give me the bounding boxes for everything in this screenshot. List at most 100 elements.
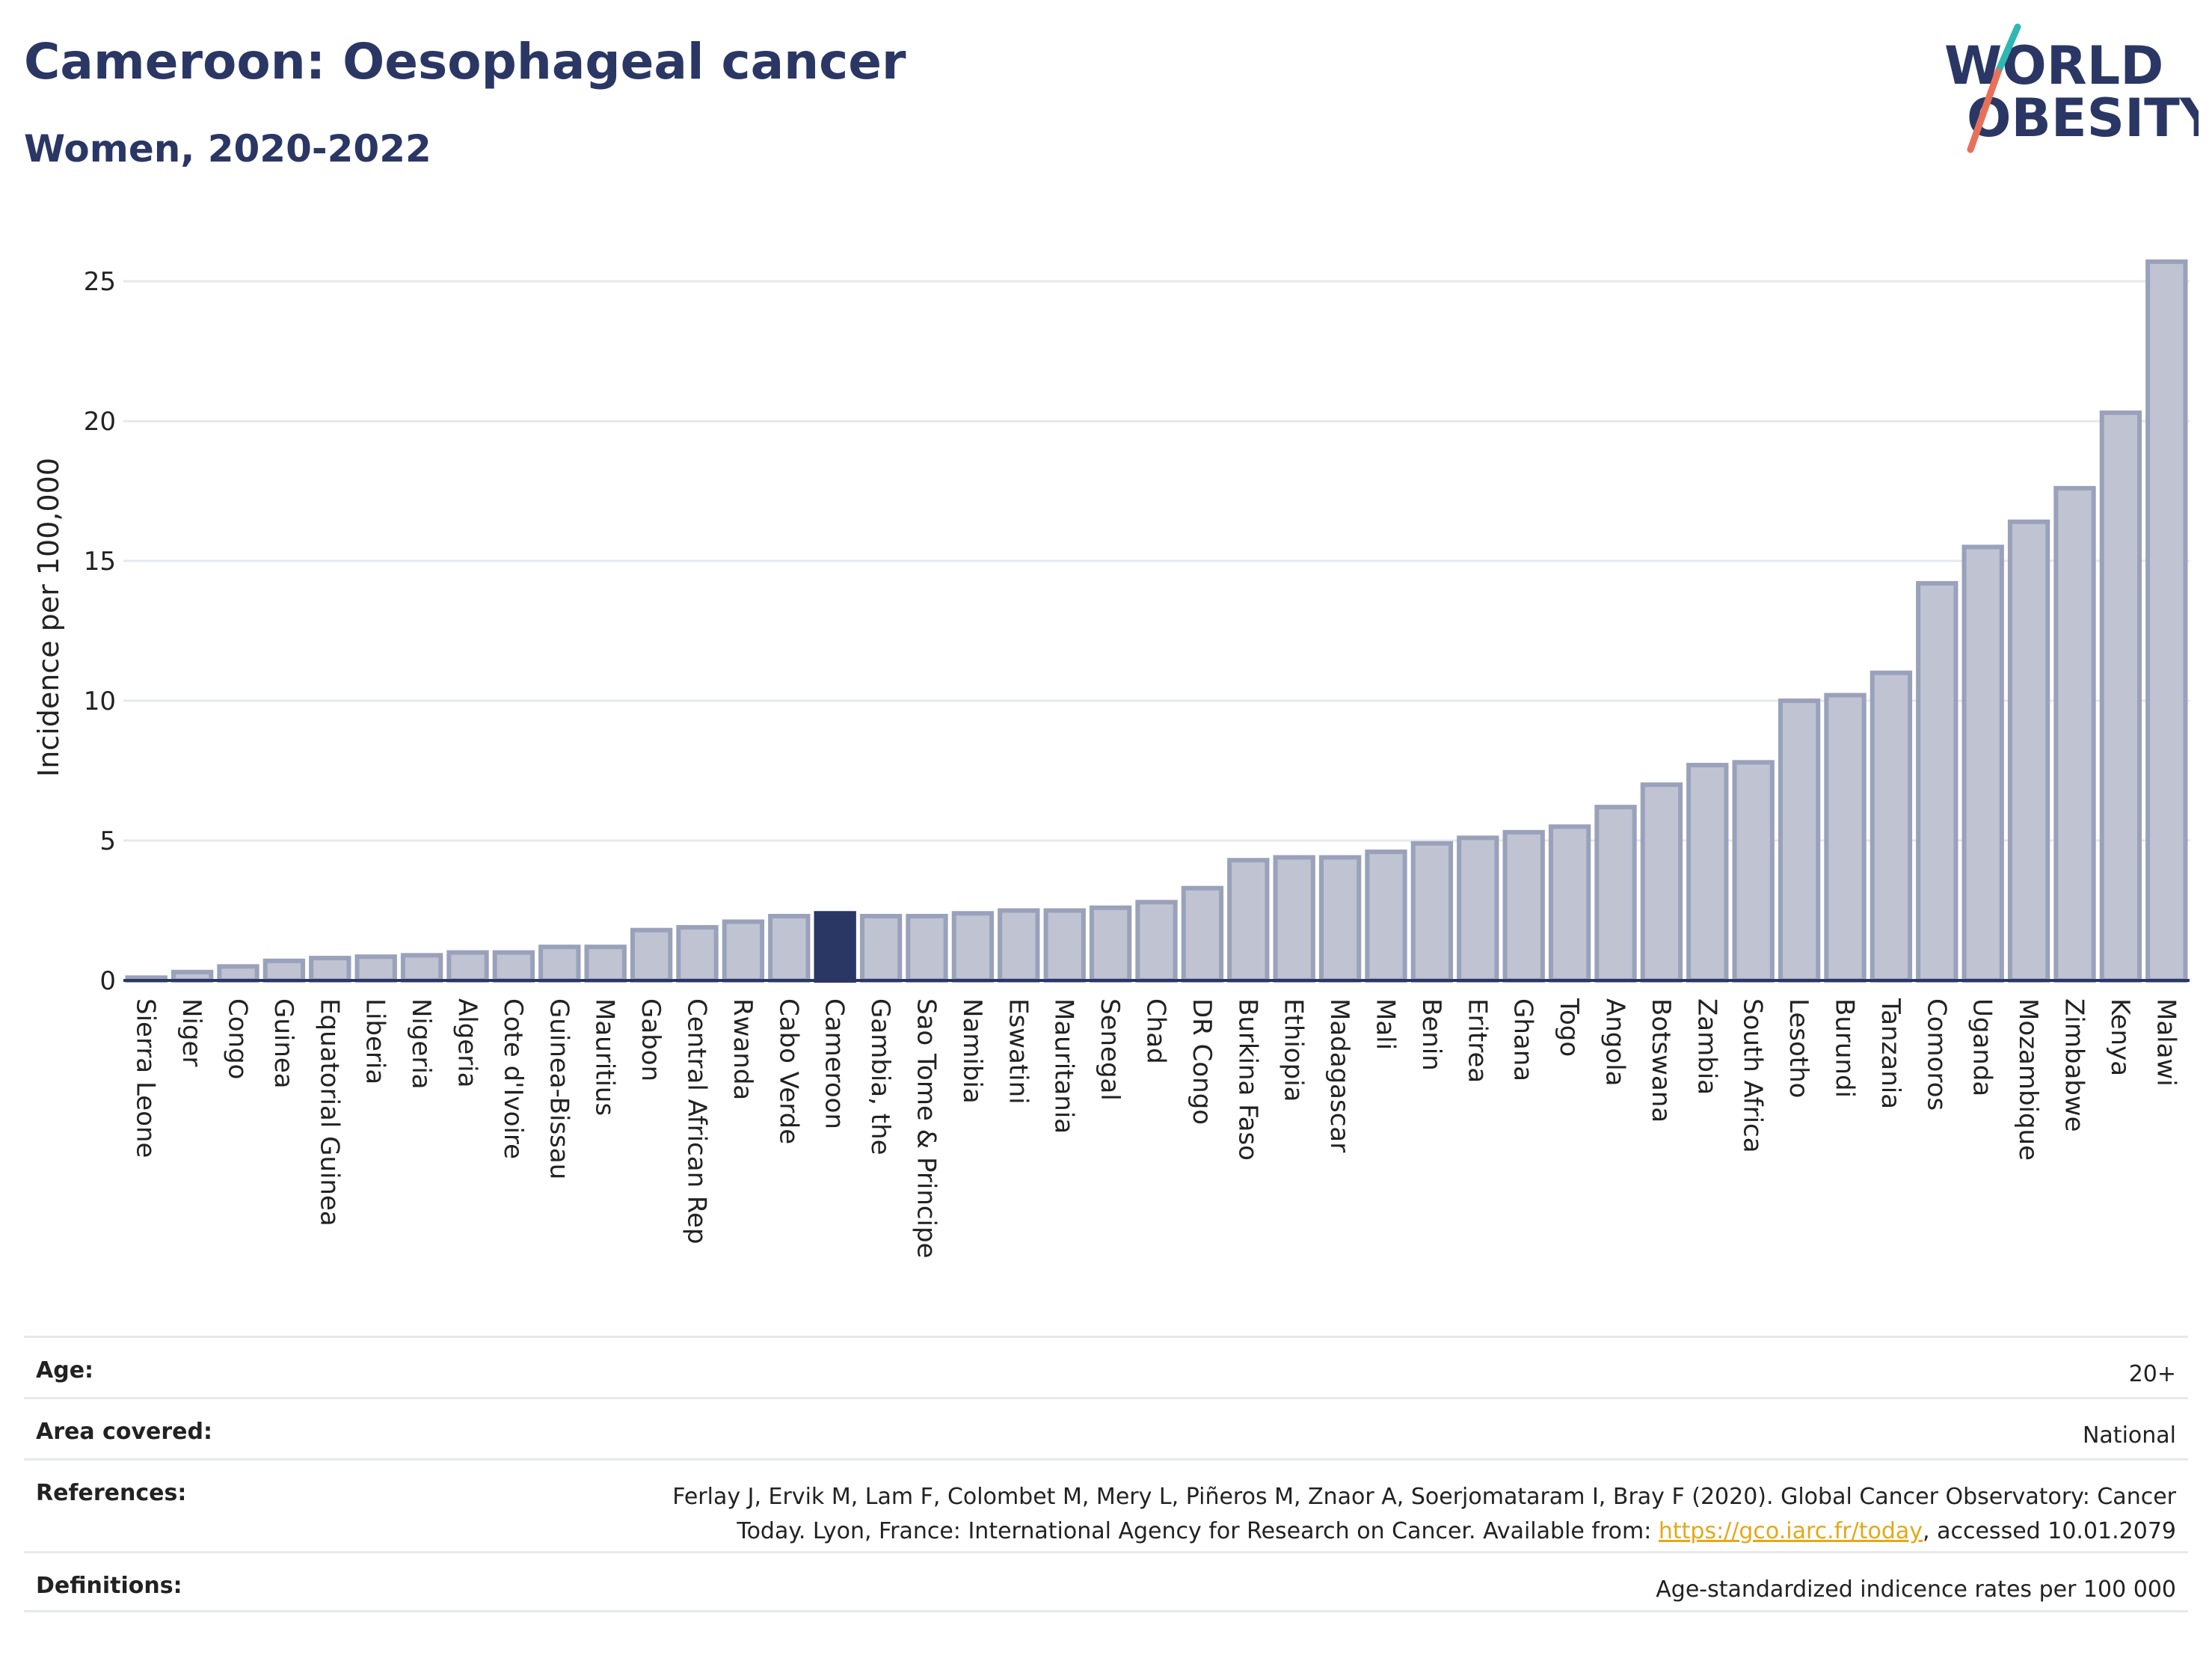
x-tick-label: Tanzania xyxy=(1875,998,1905,1109)
x-tick-label: Gabon xyxy=(636,998,666,1081)
bar-zimbabwe xyxy=(2053,485,2096,983)
bar-zambia xyxy=(1686,763,1729,983)
bar-mozambique xyxy=(2007,519,2050,983)
x-tick-label: Chad xyxy=(1141,998,1171,1064)
bar-madagascar xyxy=(1318,855,1362,983)
bar-chad xyxy=(1135,900,1178,983)
y-tick-label: 10 xyxy=(84,687,116,716)
definitions-value: Age-standardized indicence rates per 100… xyxy=(1656,1576,2176,1603)
age-value: 20+ xyxy=(2128,1361,2176,1387)
x-tick-label: Mauritania xyxy=(1049,998,1079,1134)
x-tick-label: Eswatini xyxy=(1003,998,1033,1105)
y-tick-label: 20 xyxy=(84,407,116,437)
bar-guinea xyxy=(262,958,306,983)
y-tick-label: 0 xyxy=(99,966,116,996)
x-tick-label: Sierra Leone xyxy=(131,998,161,1158)
x-tick-label: Kenya xyxy=(2105,998,2135,1076)
x-tick-label: Equatorial Guinea xyxy=(314,998,344,1226)
chart-title: Cameroon: Oesophageal cancer xyxy=(24,33,906,90)
bar-central-african-rep xyxy=(676,924,719,983)
bar-liberia xyxy=(354,954,397,983)
area-label: Area covered: xyxy=(36,1419,212,1445)
bar-comoros xyxy=(1916,580,1958,983)
info-row-age: Age: 20+ xyxy=(24,1336,2188,1397)
x-tick-label: Cabo Verde xyxy=(773,998,803,1144)
bar-lesotho xyxy=(1778,698,1821,983)
x-tick-label: Comoros xyxy=(1921,998,1951,1111)
references-line1: Ferlay J, Ervik M, Lam F, Colombet M, Me… xyxy=(672,1484,2176,1510)
x-tick-label: DR Congo xyxy=(1187,998,1217,1125)
bar-ethiopia xyxy=(1273,855,1315,983)
bar-algeria xyxy=(446,950,489,983)
bar-south-africa xyxy=(1732,760,1775,983)
y-tick-labels: 0 5 10 15 20 25 xyxy=(84,267,116,996)
bar-senegal xyxy=(1089,905,1132,983)
y-tick-label: 15 xyxy=(84,547,116,577)
x-tick-label: Ethiopia xyxy=(1279,998,1309,1102)
bar-dr-congo xyxy=(1181,885,1224,983)
bar-uganda xyxy=(1961,544,2004,983)
logo-slash-bottom-icon xyxy=(1967,68,2002,153)
bar-angola xyxy=(1594,805,1637,983)
x-tick-label: Burkina Faso xyxy=(1232,998,1262,1161)
y-tick-label: 25 xyxy=(84,267,116,297)
info-row-definitions: Definitions: Age-standardized indicence … xyxy=(24,1551,2188,1612)
x-tick-label: Gambia, the xyxy=(865,998,895,1155)
x-tick-label: Sao Tome & Principe xyxy=(912,998,941,1259)
bar-botswana xyxy=(1640,782,1683,983)
x-tick-label: Rwanda xyxy=(728,998,758,1100)
bar-guinea-bissau xyxy=(538,945,581,983)
bar-burkina-faso xyxy=(1227,858,1270,983)
bar-congo xyxy=(217,964,259,983)
bar-cote-d-ivoire xyxy=(492,950,535,983)
bar-burundi xyxy=(1824,693,1867,983)
info-row-area: Area covered: National xyxy=(24,1397,2188,1458)
x-tick-label: Togo xyxy=(1554,998,1584,1057)
references-label: References: xyxy=(36,1480,187,1506)
x-tick-label: Congo xyxy=(223,998,253,1079)
x-tick-label: Senegal xyxy=(1095,998,1125,1101)
info-table: Age: 20+ Area covered: National Referenc… xyxy=(24,1336,2188,1612)
x-tick-label: Nigeria xyxy=(406,998,436,1090)
bar-rwanda xyxy=(722,919,765,983)
x-tick-label: Lesotho xyxy=(1784,998,1813,1098)
logo-slash-top-icon xyxy=(1994,23,2021,76)
bar-ghana xyxy=(1502,829,1545,983)
bar-cabo-verde xyxy=(768,913,811,983)
x-tick-label: Botswana xyxy=(1646,998,1676,1123)
x-tick-label: Madagascar xyxy=(1324,998,1354,1152)
x-tick-label: Angola xyxy=(1600,998,1630,1086)
x-tick-label: South Africa xyxy=(1738,998,1768,1153)
bar-kenya xyxy=(2099,410,2142,983)
x-tick-label: Algeria xyxy=(452,998,482,1087)
age-label: Age: xyxy=(36,1357,94,1384)
bar-benin xyxy=(1410,841,1454,983)
bar-malawi xyxy=(2145,259,2188,983)
bar-equatorial-guinea xyxy=(309,956,351,983)
references-accessed: , accessed 10.01.2079 xyxy=(1923,1518,2176,1544)
bar-cameroon xyxy=(814,911,856,983)
references-value: Ferlay J, Ervik M, Lam F, Colombet M, Me… xyxy=(672,1480,2176,1549)
x-tick-label: Ghana xyxy=(1508,998,1538,1081)
world-obesity-logo: WORLD OBESITY xyxy=(1944,23,2199,153)
bar-mauritius xyxy=(584,945,627,983)
x-tick-label: Guinea xyxy=(268,998,298,1089)
x-tick-label: Benin xyxy=(1416,998,1446,1071)
x-tick-label: Niger xyxy=(176,998,206,1066)
x-tick-label: Cote d'Ivoire xyxy=(498,998,528,1159)
bar-tanzania xyxy=(1870,670,1913,983)
x-tick-label: Liberia xyxy=(360,998,390,1084)
x-category-labels: Sierra Leone Niger Congo Guinea Equatorial G… xyxy=(131,998,2181,1259)
area-value: National xyxy=(2082,1422,2176,1449)
x-tick-label: Guinea-Bissau xyxy=(544,998,574,1179)
y-axis-label: Incidence per 100,000 xyxy=(32,458,65,777)
references-link[interactable]: https://gco.iarc.fr/today xyxy=(1658,1518,1923,1544)
x-tick-label: Central African Rep xyxy=(682,998,712,1244)
x-tick-label: Eritrea xyxy=(1462,998,1492,1083)
x-tick-label: Zimbabwe xyxy=(2059,998,2089,1132)
y-tick-label: 5 xyxy=(99,826,116,856)
bar-gabon xyxy=(630,927,673,983)
x-tick-label: Malawi xyxy=(2151,998,2181,1087)
x-tick-label: Burundi xyxy=(1830,998,1860,1098)
bar-chart: 0 5 10 15 20 25 Sierra Leone Niger Congo Guinea E… xyxy=(32,259,2190,1259)
